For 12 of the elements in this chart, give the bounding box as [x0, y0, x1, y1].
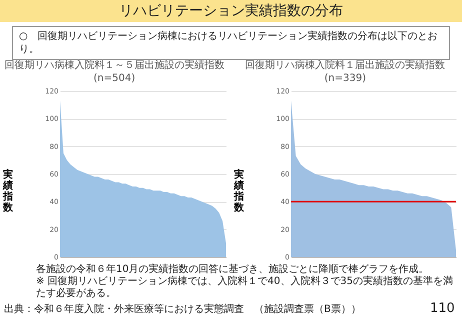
text: 110	[430, 301, 455, 316]
chart-title: 回復期リハ病棟入院料１～５届出施設の実績指数	[4, 59, 224, 71]
source-note: 出典：令和６年度入院・外来医療等における実態調査 （施設調査票（B票））	[4, 304, 362, 316]
chart-title: 回復期リハ病棟入院料１届出施設の実績指数	[245, 59, 446, 71]
chart-subtitle: (n=504)	[94, 73, 136, 84]
text: ※ 回復期リハビリテーション病棟では、入院料１で40、入院料３で35の実績指数の基準を満たす必要がある。	[36, 276, 454, 300]
text: 各施設の令和６年10月の実績指数の回答に基づき、施設ごとに降順で棒グラフを作成。	[36, 264, 430, 276]
text: ○ 回復期リハビリテーション病棟におけるリハビリテーション実績指数の分布は以下のとおり。	[12, 26, 450, 60]
text: リハビリテーション実績指数の分布	[0, 0, 462, 22]
y-axis-title: 実績指数	[233, 168, 246, 214]
chart-subtitle: (n=339)	[324, 73, 366, 84]
y-axis-title: 実績指数	[2, 168, 14, 214]
